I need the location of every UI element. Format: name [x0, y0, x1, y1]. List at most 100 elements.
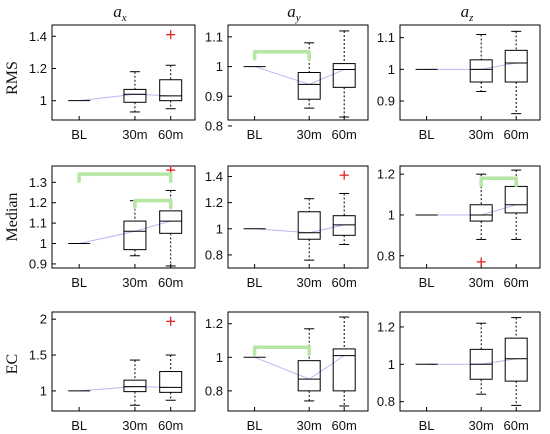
box-60m: [504, 30, 528, 115]
column-title-ay: ay: [287, 2, 301, 24]
iqr-box: [123, 379, 147, 393]
plot-frame: [51, 165, 196, 269]
x-tick-label: BL: [71, 127, 87, 142]
x-tick-label: 30m: [297, 418, 322, 433]
y-tick-label: 1.2: [205, 316, 223, 331]
trend-line: [254, 224, 345, 234]
outlier-marker: [166, 30, 176, 40]
y-tick-label: 1.2: [377, 167, 395, 182]
y-tick-label: 1: [388, 207, 395, 222]
iqr-box: [504, 49, 528, 83]
x-tick-label: 30m: [469, 418, 494, 433]
x-tick-label: BL: [71, 275, 87, 290]
y-tick-label: 1.2: [205, 195, 223, 210]
row-labels: RMS Median EC: [4, 61, 21, 374]
significance-bracket: [77, 172, 173, 183]
y-tick-label: 0.9: [205, 89, 223, 104]
panel-ec-ax: 1 1.5 2 BL 30m 60m: [29, 311, 196, 433]
y-tick-label: 1.3: [29, 175, 47, 190]
x-tick-label: BL: [247, 275, 263, 290]
box-60m: [159, 354, 183, 401]
trend-line: [426, 62, 517, 70]
y-tick-label: 1.2: [377, 319, 395, 334]
box-60m: [332, 192, 356, 245]
iqr-box: [469, 59, 493, 83]
row-label-rms: RMS: [4, 61, 21, 95]
x-tick-label: 30m: [122, 418, 147, 433]
box-30m: [123, 71, 147, 113]
y-tick-label: 1.5: [29, 348, 47, 363]
x-tick-label: BL: [419, 275, 435, 290]
y-tick-label: 1: [388, 62, 395, 77]
y-tick-label: 0.8: [377, 248, 395, 263]
plot-frame: [51, 311, 196, 412]
box-30m: [123, 359, 147, 406]
outlier-marker: [166, 316, 176, 326]
panel-ec-ay: 0.8 1 1.2 BL 30m 60m: [205, 311, 369, 433]
trend-line: [79, 93, 171, 102]
significance-bracket: [252, 345, 311, 356]
y-tick-label: 1.1: [377, 30, 395, 45]
x-tick-label: BL: [247, 127, 263, 142]
panel-rms-az: 0.9 1 1.1 BL 30m 60m: [377, 24, 541, 142]
panel-ec-az: 0.8 1 1.2 BL 30m 60m: [377, 311, 541, 433]
box-30m: [469, 322, 493, 395]
column-title-ax: ax: [113, 2, 127, 24]
significance-bracket: [252, 49, 311, 61]
iqr-box: [123, 220, 147, 251]
plot-frame: [399, 24, 541, 121]
box-60m: [332, 316, 356, 407]
plot-frame: [399, 311, 541, 412]
panels: 1 1.2 1.4 BL 30m 60m 0.8 0.9 1 1.1 BL 30m 60m 0.9 1 1.1…: [29, 24, 541, 433]
row-label-ec: EC: [4, 354, 21, 374]
column-titles: ax ay az: [113, 2, 474, 24]
iqr-box: [159, 371, 183, 393]
y-tick-label: 1: [40, 93, 47, 108]
y-tick-label: 1.4: [29, 29, 47, 44]
plot-frame: [227, 311, 369, 412]
panel-median-az: 0.8 1 1.2 BL 30m 60m: [377, 165, 541, 290]
box-60m: [159, 64, 183, 110]
x-tick-label: 60m: [332, 127, 357, 142]
y-tick-label: 0.8: [205, 247, 223, 262]
y-tick-label: 0.8: [377, 394, 395, 409]
trend-line: [254, 355, 345, 380]
x-tick-label: 60m: [158, 418, 183, 433]
trend-line: [79, 386, 171, 392]
x-tick-label: 60m: [158, 127, 183, 142]
x-tick-label: BL: [247, 418, 263, 433]
trend-line: [79, 220, 171, 245]
x-tick-label: 30m: [122, 127, 147, 142]
y-tick-label: 1.1: [205, 29, 223, 44]
box-30m: [297, 328, 321, 402]
x-tick-label: 60m: [504, 418, 529, 433]
x-tick-label: 30m: [469, 275, 494, 290]
plot-frame: [227, 24, 369, 121]
iqr-box: [297, 360, 321, 392]
y-tick-label: 1.2: [29, 61, 47, 76]
y-tick-label: 1.4: [205, 169, 223, 184]
x-tick-label: BL: [419, 127, 435, 142]
y-tick-label: 1: [40, 236, 47, 251]
y-tick-label: 1: [216, 59, 223, 74]
y-tick-label: 0.8: [205, 383, 223, 398]
iqr-box: [504, 337, 528, 382]
box-60m: [332, 30, 356, 118]
iqr-box: [504, 185, 528, 214]
plot-frame: [227, 165, 369, 269]
x-tick-label: 60m: [332, 275, 357, 290]
iqr-box: [469, 204, 493, 222]
x-tick-label: 60m: [158, 275, 183, 290]
iqr-box: [123, 88, 147, 103]
x-tick-label: BL: [71, 418, 87, 433]
x-tick-label: 30m: [297, 275, 322, 290]
x-tick-label: 30m: [122, 275, 147, 290]
box-30m: [469, 34, 493, 92]
y-tick-label: 2: [40, 312, 47, 327]
iqr-box: [332, 348, 356, 392]
iqr-box: [297, 211, 321, 240]
row-label-median: Median: [4, 193, 21, 242]
y-tick-label: 1.2: [29, 195, 47, 210]
iqr-box: [332, 63, 356, 88]
y-tick-label: 0.9: [377, 94, 395, 109]
